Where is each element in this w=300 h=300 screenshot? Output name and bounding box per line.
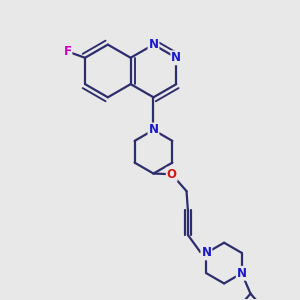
Text: N: N bbox=[237, 267, 247, 280]
Text: N: N bbox=[148, 38, 158, 51]
Text: O: O bbox=[167, 168, 177, 181]
Text: N: N bbox=[201, 246, 212, 260]
Text: N: N bbox=[148, 124, 158, 136]
Text: N: N bbox=[171, 51, 181, 64]
Text: F: F bbox=[64, 45, 71, 58]
